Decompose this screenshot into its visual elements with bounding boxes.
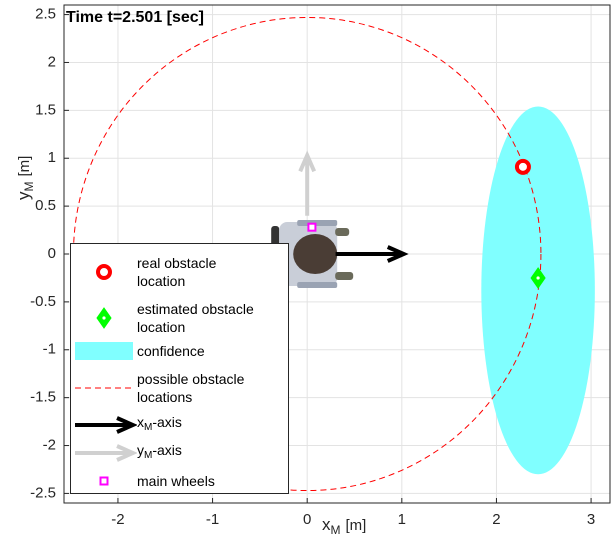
y-tick-label: -1 bbox=[43, 341, 56, 358]
legend-icon bbox=[99, 476, 109, 486]
y-label-unit: [m] bbox=[16, 156, 33, 177]
legend-label: possible obstacle locations bbox=[137, 371, 245, 405]
wheelchair-part bbox=[335, 272, 354, 280]
x-label-unit: [m] bbox=[346, 517, 367, 534]
legend: real obstacle location estimated obstacle… bbox=[70, 243, 289, 494]
y-axis-label: yM [m] bbox=[14, 156, 36, 200]
obstacle-marker bbox=[514, 158, 531, 175]
wheel-marker bbox=[99, 476, 109, 486]
legend-label: xM-axis bbox=[137, 413, 182, 437]
legend-entry: estimated obstacle location bbox=[71, 298, 288, 338]
y-tick-label: -0.5 bbox=[30, 293, 56, 310]
legend-icon bbox=[75, 444, 137, 462]
legend-entry: xM-axis bbox=[71, 414, 288, 436]
y-tick-label: 1 bbox=[48, 149, 56, 166]
legend-entry: real obstacle location bbox=[71, 252, 288, 292]
x-label-sub: M bbox=[331, 523, 341, 537]
y-tick-label: 2.5 bbox=[35, 6, 56, 23]
y-tick-label: -2.5 bbox=[30, 484, 56, 501]
y-tick-label: 2 bbox=[48, 53, 56, 70]
legend-entry: possible obstacle locations bbox=[71, 368, 288, 408]
legend-label-part: M bbox=[144, 422, 153, 433]
x-label-base: x bbox=[322, 515, 331, 534]
confidence-ellipse bbox=[481, 106, 595, 475]
wheelchair-part bbox=[293, 234, 338, 274]
legend-label-part: y bbox=[137, 442, 144, 458]
y-tick-label: 1.5 bbox=[35, 101, 56, 118]
legend-arrow bbox=[75, 416, 137, 434]
y-label-sub: M bbox=[22, 182, 36, 192]
possible-locations-circle bbox=[72, 16, 542, 492]
legend-entry: confidence bbox=[71, 340, 288, 362]
legend-label-part: M bbox=[144, 450, 153, 461]
legend-label-part: x bbox=[137, 414, 144, 430]
legend-icon bbox=[96, 264, 112, 280]
wheelchair-part bbox=[335, 228, 350, 236]
x-tick-label: 1 bbox=[398, 511, 406, 528]
legend-label-part: -axis bbox=[152, 442, 182, 458]
legend-entry: yM-axis bbox=[71, 442, 288, 464]
wheelchair bbox=[271, 220, 354, 288]
axis-arrow bbox=[335, 245, 409, 263]
x-tick-label: -2 bbox=[111, 511, 124, 528]
x-tick-label: 3 bbox=[587, 511, 595, 528]
wheel-marker bbox=[307, 222, 317, 232]
legend-swatch bbox=[75, 342, 133, 360]
legend-icon bbox=[75, 416, 137, 434]
y-tick-label: 0 bbox=[48, 245, 56, 262]
obstacle-marker bbox=[96, 264, 112, 280]
legend-icon bbox=[75, 387, 133, 389]
chart-title: Time t=2.501 [sec] bbox=[66, 9, 204, 26]
estimate-marker-center bbox=[536, 276, 540, 280]
x-axis-label: xM [m] bbox=[322, 515, 366, 537]
legend-entry: main wheels bbox=[71, 470, 288, 492]
y-tick-label: 0.5 bbox=[35, 197, 56, 214]
legend-arrow bbox=[75, 444, 137, 462]
x-tick-label: 2 bbox=[492, 511, 500, 528]
legend-icon bbox=[96, 307, 112, 329]
estimate-marker-center bbox=[102, 316, 106, 320]
axis-arrow bbox=[298, 150, 317, 216]
wheelchair-part bbox=[297, 220, 338, 226]
y-tick-label: -2 bbox=[43, 437, 56, 454]
legend-label-part: -axis bbox=[152, 414, 182, 430]
y-tick-label: -1.5 bbox=[30, 389, 56, 406]
legend-label: confidence bbox=[137, 343, 205, 359]
wheelchair-part bbox=[297, 282, 338, 288]
legend-label: real obstacle location bbox=[137, 255, 217, 289]
legend-label: estimated obstacle location bbox=[137, 301, 254, 335]
legend-label: yM-axis bbox=[137, 441, 182, 465]
legend-icon bbox=[75, 342, 133, 360]
axes-box bbox=[63, 4, 611, 504]
x-tick-label: -1 bbox=[206, 511, 219, 528]
x-tick-label: 0 bbox=[303, 511, 311, 528]
wheelchair-part bbox=[271, 226, 280, 248]
y-label-base: y bbox=[14, 191, 33, 200]
legend-label: main wheels bbox=[137, 473, 215, 489]
